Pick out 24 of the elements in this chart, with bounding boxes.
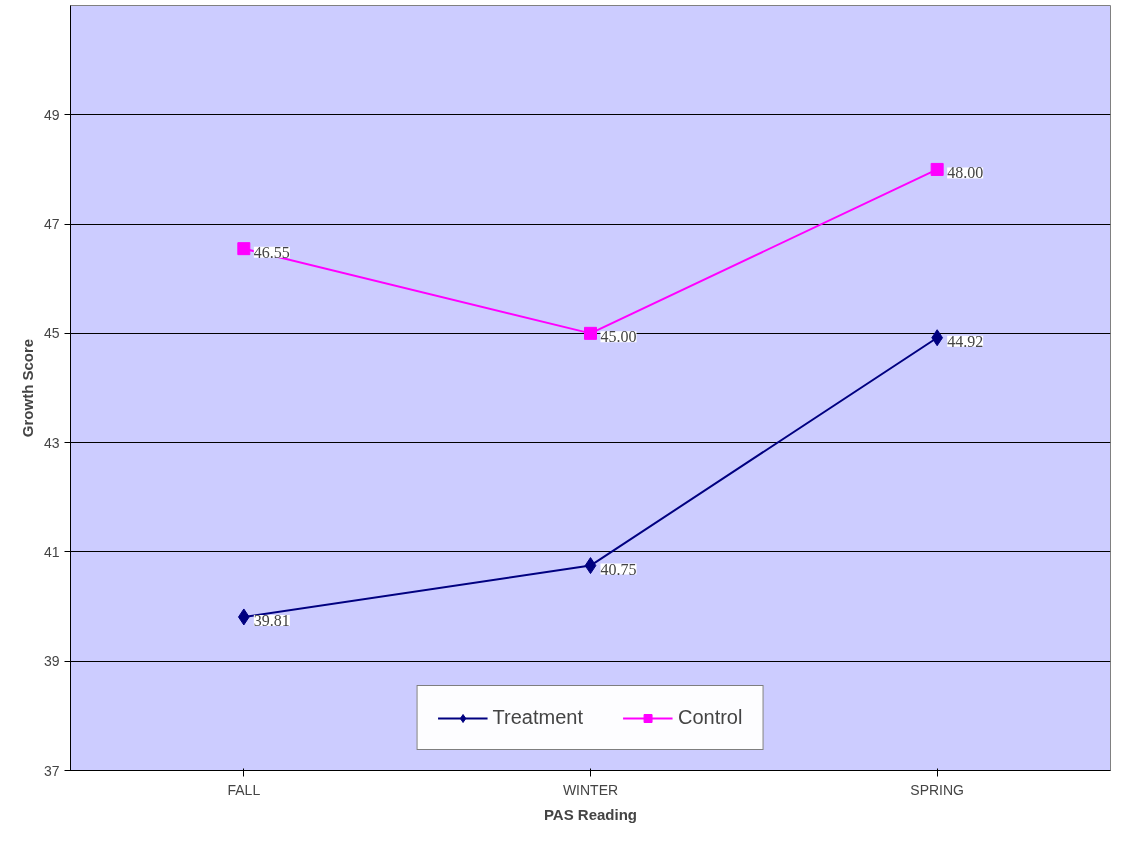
y-tick-label: 49 [43, 106, 60, 123]
point [237, 242, 251, 256]
data-label: 39.81 [253, 611, 290, 629]
point [930, 162, 944, 176]
x-tick-label: FALL [227, 781, 261, 798]
y-tick-label: 47 [43, 216, 60, 233]
data-label: 44.92 [947, 332, 984, 350]
y-tick-label: 43 [43, 434, 60, 451]
point [584, 557, 597, 575]
point [584, 326, 597, 340]
x-tick-label: WINTER [562, 781, 619, 798]
y-tick-label: 39 [43, 653, 60, 670]
data-label: 45.00 [600, 328, 637, 346]
data-label: 48.00 [947, 164, 984, 182]
x-tick-label: SPRING [910, 781, 965, 798]
y-tick-label: 41 [43, 543, 60, 560]
y-axis-title: Growth Score [18, 338, 36, 438]
legend-label: Treatment [492, 706, 583, 729]
y-tick-label: 45 [43, 325, 60, 342]
x-axis-title: PAS Reading [543, 805, 638, 823]
data-label: 46.55 [253, 243, 290, 261]
data-label: 40.75 [600, 560, 637, 578]
y-tick-label: 37 [43, 762, 60, 779]
legend-label: Control [677, 706, 743, 729]
